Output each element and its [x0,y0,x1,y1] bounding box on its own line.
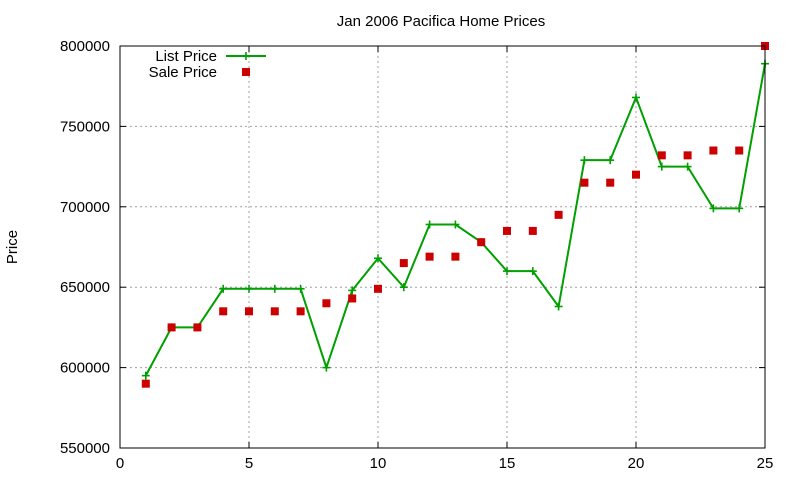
data-point [322,299,331,308]
x-tick-label: 25 [757,455,774,472]
data-point [399,283,408,292]
y-tick-label: 550000 [60,440,110,457]
data-point [503,226,511,235]
data-point [554,302,563,311]
data-point [632,93,640,102]
data-point [606,156,615,165]
legend-label: List Price [155,48,217,65]
series-layer [141,42,769,388]
x-tick-label: 5 [245,455,253,472]
data-point [683,162,692,171]
data-point [606,178,615,187]
data-point [709,146,718,155]
data-point [296,284,305,293]
data-point [657,151,666,160]
data-point [580,156,589,165]
data-point [193,323,202,332]
data-point [528,226,537,235]
data-point [219,284,228,293]
data-point [270,307,279,316]
data-point [322,363,331,372]
data-point [167,323,176,332]
data-point [709,204,718,213]
data-point [141,379,150,388]
y-tick-label: 800000 [60,38,110,55]
data-point [580,178,589,187]
chart-title: Jan 2006 Pacifica Home Prices [337,13,545,30]
data-point [348,286,357,295]
data-point [425,252,434,261]
series-1 [141,42,769,388]
y-tick-label: 750000 [60,118,110,135]
data-point [477,238,486,247]
data-point [425,220,434,229]
data-point [554,210,563,219]
data-point [735,204,744,213]
y-tick-label: 700000 [60,199,110,216]
data-point [451,252,460,261]
data-point [374,254,382,263]
grid-lines [120,46,765,448]
y-axis-title: Price [4,230,21,264]
legend-swatch-marker [242,68,250,76]
data-point [528,267,537,276]
y-tick-label: 600000 [60,360,110,377]
axis-ticks: 0 5 10 15 20 25 550000 600000 650000 700000 750000… [60,38,773,472]
data-point [451,220,460,229]
series-line [144,63,766,377]
data-point [296,307,305,316]
data-point [141,371,150,380]
data-point [270,284,279,293]
data-point [503,267,511,276]
data-point [632,170,640,179]
data-point [657,162,666,171]
legend-swatch-marker [242,52,250,60]
data-point [219,307,228,316]
series-0 [141,59,769,380]
plot-frame [119,45,766,449]
y-tick-label: 650000 [60,279,110,296]
x-tick-label: 15 [499,455,516,472]
data-point [374,284,382,293]
x-tick-label: 20 [628,455,645,472]
legend-label: Sale Price [149,64,217,81]
data-point [245,307,253,316]
data-point [735,146,744,155]
data-point [399,259,408,268]
data-point [683,151,692,160]
x-tick-label: 0 [116,455,124,472]
x-tick-label: 10 [370,455,387,472]
data-point [348,294,357,303]
data-point [245,284,253,293]
